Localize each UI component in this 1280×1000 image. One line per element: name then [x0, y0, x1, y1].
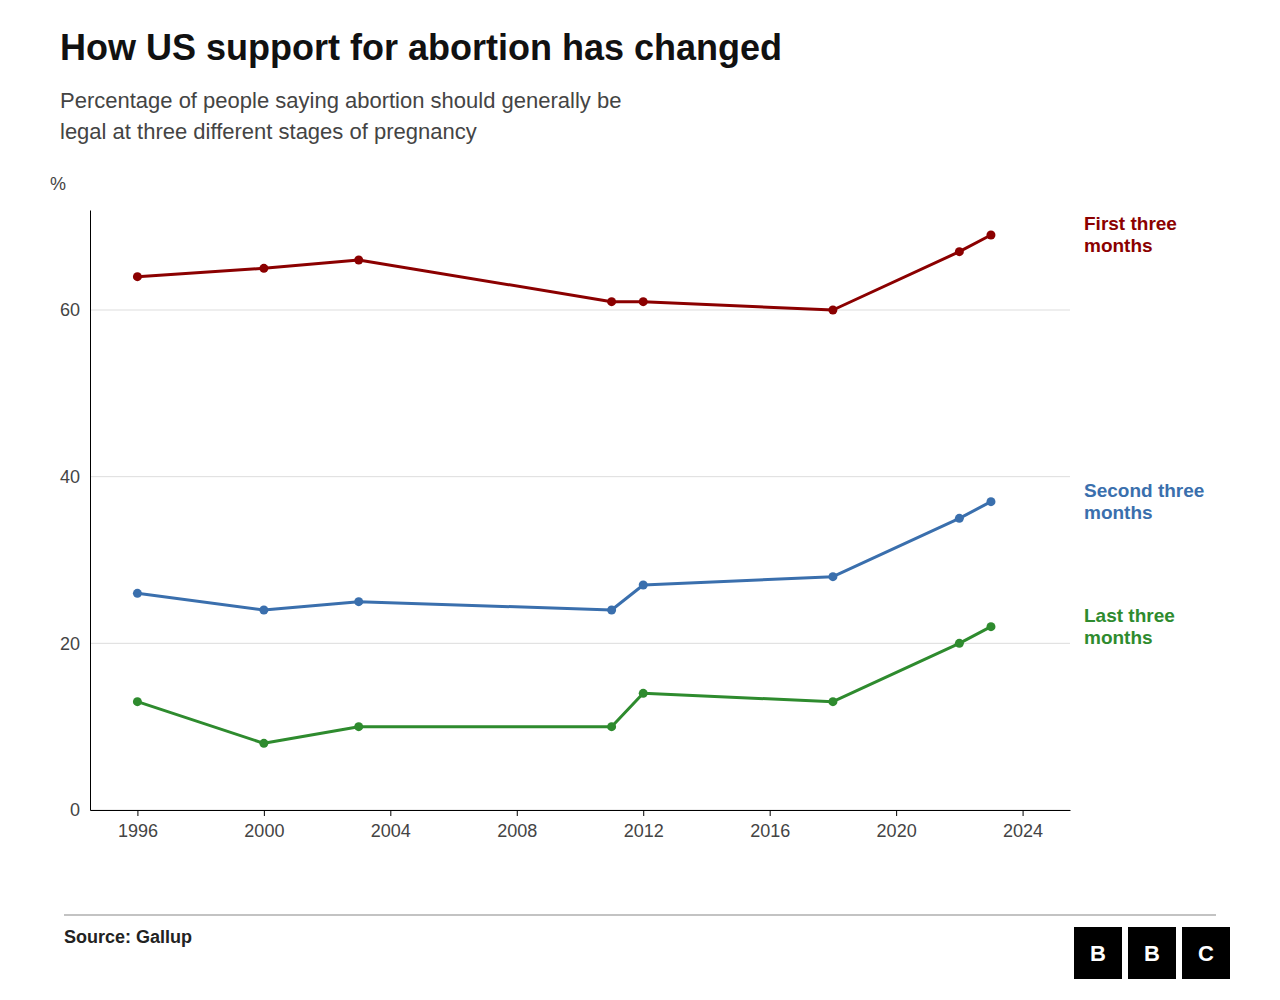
grid-line — [90, 810, 1070, 811]
tick: 1996 — [118, 810, 158, 841]
point — [639, 297, 648, 306]
tick-mark — [390, 810, 391, 816]
series-label: First threemonths — [1084, 213, 1177, 256]
tick: 0 — [70, 800, 90, 820]
tick: 2016 — [750, 810, 790, 841]
point — [354, 597, 363, 606]
line — [137, 235, 991, 310]
text-line: First three — [1084, 213, 1177, 234]
text-line: Percentage of people saying abortion sho… — [60, 88, 621, 113]
tick-label: 0 — [70, 800, 80, 820]
tick-label: 2008 — [497, 821, 537, 841]
text-line: months — [1084, 627, 1153, 648]
point — [986, 497, 995, 506]
tick: 40 — [60, 467, 90, 487]
point — [828, 697, 837, 706]
tick-label: 2004 — [371, 821, 411, 841]
axis-line — [91, 810, 1071, 811]
title: How US support for abortion has changed — [60, 27, 782, 68]
point — [955, 247, 964, 256]
tick-label: 40 — [60, 467, 80, 487]
point — [607, 606, 616, 615]
logo-box — [1074, 927, 1122, 979]
point — [133, 272, 142, 281]
tick: 2012 — [624, 810, 664, 841]
tick: 2024 — [1003, 810, 1043, 841]
tick-mark — [517, 810, 518, 816]
point — [259, 264, 268, 273]
tick-mark — [137, 810, 138, 816]
grid — [90, 310, 1070, 810]
tick: 2004 — [371, 810, 411, 841]
point — [354, 722, 363, 731]
logo-letter: C — [1198, 941, 1214, 966]
point — [828, 306, 837, 315]
separator — [64, 914, 1216, 915]
tick-mark — [643, 810, 644, 816]
tick-mark — [896, 810, 897, 816]
line — [137, 502, 991, 610]
grid-line — [90, 476, 1070, 477]
tick: 2000 — [244, 810, 284, 841]
point — [133, 697, 142, 706]
tick: 60 — [60, 300, 90, 320]
point — [986, 231, 995, 240]
tick: 2008 — [497, 810, 537, 841]
source: Source: Gallup — [64, 927, 192, 947]
point — [986, 622, 995, 631]
tick-label: 2000 — [244, 821, 284, 841]
logo-letter: B — [1090, 941, 1106, 966]
tick-label: 2016 — [750, 821, 790, 841]
text-line: Last three — [1084, 605, 1175, 626]
point — [828, 572, 837, 581]
point — [639, 689, 648, 698]
tick: 20 — [60, 634, 90, 654]
text-line: Second three — [1084, 480, 1204, 501]
series-labels: First threemonthsSecond threemonthsLast … — [1084, 213, 1204, 648]
text-line: legal at three different stages of pregn… — [60, 119, 477, 144]
tick-label: 20 — [60, 634, 80, 654]
tick: 2020 — [877, 810, 917, 841]
point — [133, 589, 142, 598]
y-axis: 0 20 40 60 — [60, 211, 91, 821]
axis-line — [90, 211, 91, 811]
point — [259, 606, 268, 615]
series-label: Last threemonths — [1084, 605, 1175, 648]
logo: BBC — [1074, 927, 1230, 979]
subtitle: Percentage of people saying abortion sho… — [60, 88, 621, 144]
chart: How US support for abortion has changed P… — [0, 0, 1280, 1000]
series-label: Second threemonths — [1084, 480, 1204, 523]
point — [607, 722, 616, 731]
text-line: months — [1084, 235, 1153, 256]
x-axis: 1996 2000 2004 2008 2012 2016 2020 2024 — [91, 810, 1071, 841]
logo-text: BBC — [1090, 941, 1214, 966]
logo-letter: B — [1144, 941, 1160, 966]
tick-label: 2024 — [1003, 821, 1043, 841]
point — [955, 514, 964, 523]
point — [259, 739, 268, 748]
tick-label: 2012 — [624, 821, 664, 841]
tick-mark — [1023, 810, 1024, 816]
grid-line — [90, 643, 1070, 644]
axis-label: % — [50, 174, 66, 194]
point — [354, 256, 363, 265]
tick-label: 1996 — [118, 821, 158, 841]
logo-box — [1128, 927, 1176, 979]
point — [955, 639, 964, 648]
plot-area — [133, 231, 996, 748]
tick-label: 2020 — [877, 821, 917, 841]
logo-box — [1182, 927, 1230, 979]
tick-mark — [264, 810, 265, 816]
line — [137, 627, 991, 744]
point — [639, 581, 648, 590]
grid-line — [90, 310, 1070, 311]
point — [607, 297, 616, 306]
tick-mark — [770, 810, 771, 816]
text-line: months — [1084, 502, 1153, 523]
tick-label: 60 — [60, 300, 80, 320]
